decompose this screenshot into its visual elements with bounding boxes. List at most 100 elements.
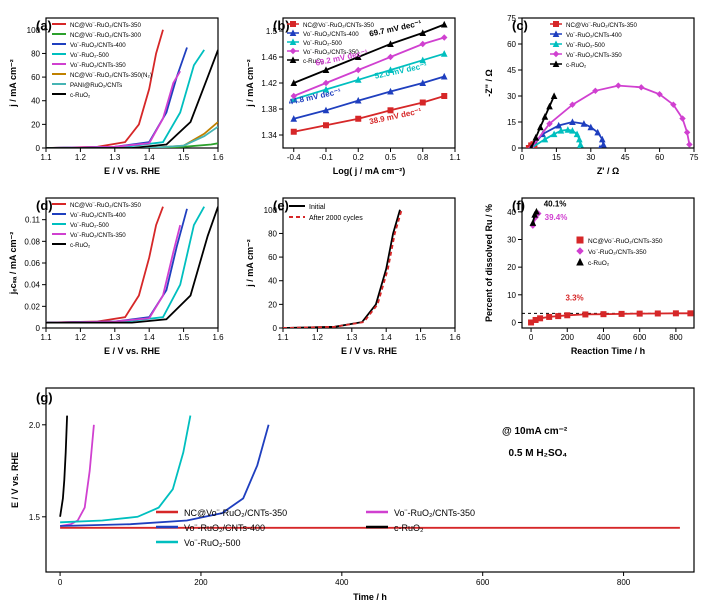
panel-label: (g) [36, 390, 53, 405]
ytick-label: 60 [507, 40, 516, 49]
legend-label-vo400: Vo¨-RuO₂/CNTs-400 [303, 31, 359, 38]
legend-label-nc350: NC@Vo¨-RuO₂/CNTs-350 [588, 238, 663, 245]
xtick-label: 0.2 [353, 153, 365, 162]
ytick-label: 1.38 [261, 105, 277, 114]
ytick-label: 0 [273, 324, 278, 333]
panel-label: (b) [273, 18, 290, 33]
ytick-label: 0.08 [24, 237, 40, 246]
xtick-label: 0.5 [385, 153, 397, 162]
legend-label-initial: Initial [309, 204, 326, 211]
legend-label-nc350: NC@Vo¨-RuO₂/CNTs-350 [70, 22, 141, 29]
ytick-label: 1.5 [29, 513, 41, 522]
legend-label-vo500: Vo¨-RuO₂-500 [70, 52, 109, 59]
ytick-label: 0.02 [24, 302, 40, 311]
xtick-label: 600 [476, 578, 490, 587]
legend-label-nc300: NC@Vo¨-RuO₂/CNTs-300 [70, 32, 141, 39]
xtick-label: 1.3 [109, 153, 121, 162]
ytick-label: 40 [31, 97, 40, 106]
percent-annotation: 40.1% [544, 199, 567, 208]
xtick-label: 600 [633, 333, 647, 342]
legend-label-vo400: Vo¨-RuO₂/CNTs-400 [70, 212, 126, 219]
xtick-label: 75 [690, 153, 699, 162]
ytick-label: 0 [512, 144, 517, 153]
xtick-label: 15 [552, 153, 561, 162]
legend-label-vo350: Vo¨-RuO₂/CNTs-350 [394, 508, 475, 518]
panel-label: (a) [36, 18, 52, 33]
panel-label: (f) [512, 198, 525, 213]
xtick-label: 1.1 [40, 153, 52, 162]
xtick-label: 45 [621, 153, 630, 162]
ytick-label: 15 [507, 118, 516, 127]
ytick-label: 10 [507, 291, 516, 300]
xtick-label: 1.6 [212, 333, 224, 342]
xlabel: E / V vs. RHE [104, 166, 160, 176]
series-initial [283, 210, 400, 328]
xtick-label: 1.4 [144, 333, 156, 342]
legend-label-pani: PANI@RuO₂/CNTs [70, 82, 122, 89]
condition-text: @ 10mA cm⁻² [502, 426, 568, 437]
panel-label: (d) [36, 198, 53, 213]
xtick-label: 1.6 [449, 333, 461, 342]
legend-label-cRuO2: c-RuO₂ [566, 62, 587, 69]
xtick-label: 1.5 [415, 333, 427, 342]
xlabel: E / V vs. RHE [104, 346, 160, 356]
legend-label-vo400: Vo¨-RuO₂/CNTs-400 [566, 32, 622, 39]
xtick-label: -0.4 [287, 153, 301, 162]
legend-label-vo500: Vo¨-RuO₂-500 [184, 538, 241, 548]
xtick-label: -0.1 [319, 153, 333, 162]
xtick-label: 800 [669, 333, 683, 342]
ytick-label: 0.06 [24, 259, 40, 268]
ytick-label: 60 [268, 253, 277, 262]
ylabel: j / mA cm⁻² [245, 59, 255, 107]
xtick-label: 1.1 [40, 333, 52, 342]
series-nc350 [531, 313, 690, 322]
legend-label-vo350: Vo¨-RuO₂/CNTs-350 [588, 249, 647, 256]
xtick-label: 1.4 [144, 153, 156, 162]
ytick-label: 0.11 [25, 216, 41, 225]
ytick-label: 20 [507, 263, 516, 272]
ylabel: j / mA cm⁻² [8, 59, 18, 107]
panel-label: (c) [512, 18, 528, 33]
legend-label-after2k: After 2000 cycles [309, 215, 363, 222]
ylabel: E / V vs. RHE [10, 452, 20, 508]
xtick-label: 200 [561, 333, 575, 342]
xlabel: Z' / Ω [597, 166, 619, 176]
ytick-label: 30 [507, 92, 516, 101]
series-vo350 [46, 225, 180, 323]
legend-label-vo350: Vo¨-RuO₂/CNTs-350 [70, 62, 126, 69]
xtick-label: 0.8 [417, 153, 429, 162]
xtick-label: 1.2 [75, 333, 87, 342]
ylabel: -Z" / Ω [484, 69, 494, 96]
series-cRuO2 [60, 416, 67, 517]
xtick-label: 1.3 [109, 333, 121, 342]
xtick-label: 1.1 [277, 333, 289, 342]
ytick-label: 0 [36, 144, 41, 153]
xtick-label: 200 [194, 578, 208, 587]
percent-annotation: 3.3% [565, 293, 583, 302]
xtick-label: 400 [335, 578, 349, 587]
tafel-annotation: 44.8 mV dec⁻¹ [288, 87, 342, 107]
condition-text: 0.5 M H₂SO₄ [509, 448, 568, 459]
legend-label-vo500: Vo¨-RuO₂-500 [70, 222, 109, 229]
ytick-label: 2.0 [29, 421, 41, 430]
xtick-label: 1.4 [381, 333, 393, 342]
xtick-label: 400 [597, 333, 611, 342]
xlabel: Log( j / mA cm⁻²) [333, 166, 405, 176]
legend-label-vo500: Vo¨-RuO₂-500 [303, 40, 342, 47]
legend-label-cRuO2: c-RuO₂ [588, 260, 610, 267]
xtick-label: 0 [58, 578, 63, 587]
ytick-label: 1.34 [261, 131, 277, 140]
legend-label-nc350: NC@Vo¨-RuO₂/CNTs-350 [303, 22, 374, 29]
xlabel: Reaction Time / h [571, 346, 645, 356]
ytick-label: 80 [268, 229, 277, 238]
xtick-label: 1.6 [212, 153, 224, 162]
series-vo400 [46, 209, 187, 323]
legend-label-nc350: NC@Vo¨-RuO₂/CNTs-350 [566, 22, 637, 29]
xlabel: Time / h [353, 592, 387, 602]
ytick-label: 0 [36, 324, 41, 333]
ylabel: jₑᴄₛₐ / mA cm⁻² [8, 232, 18, 296]
ytick-label: 1.42 [261, 79, 277, 88]
xtick-label: 1.5 [178, 153, 190, 162]
legend-label-vo350: Vo¨-RuO₂/CNTs-350 [70, 232, 126, 239]
xtick-label: 0 [529, 333, 534, 342]
